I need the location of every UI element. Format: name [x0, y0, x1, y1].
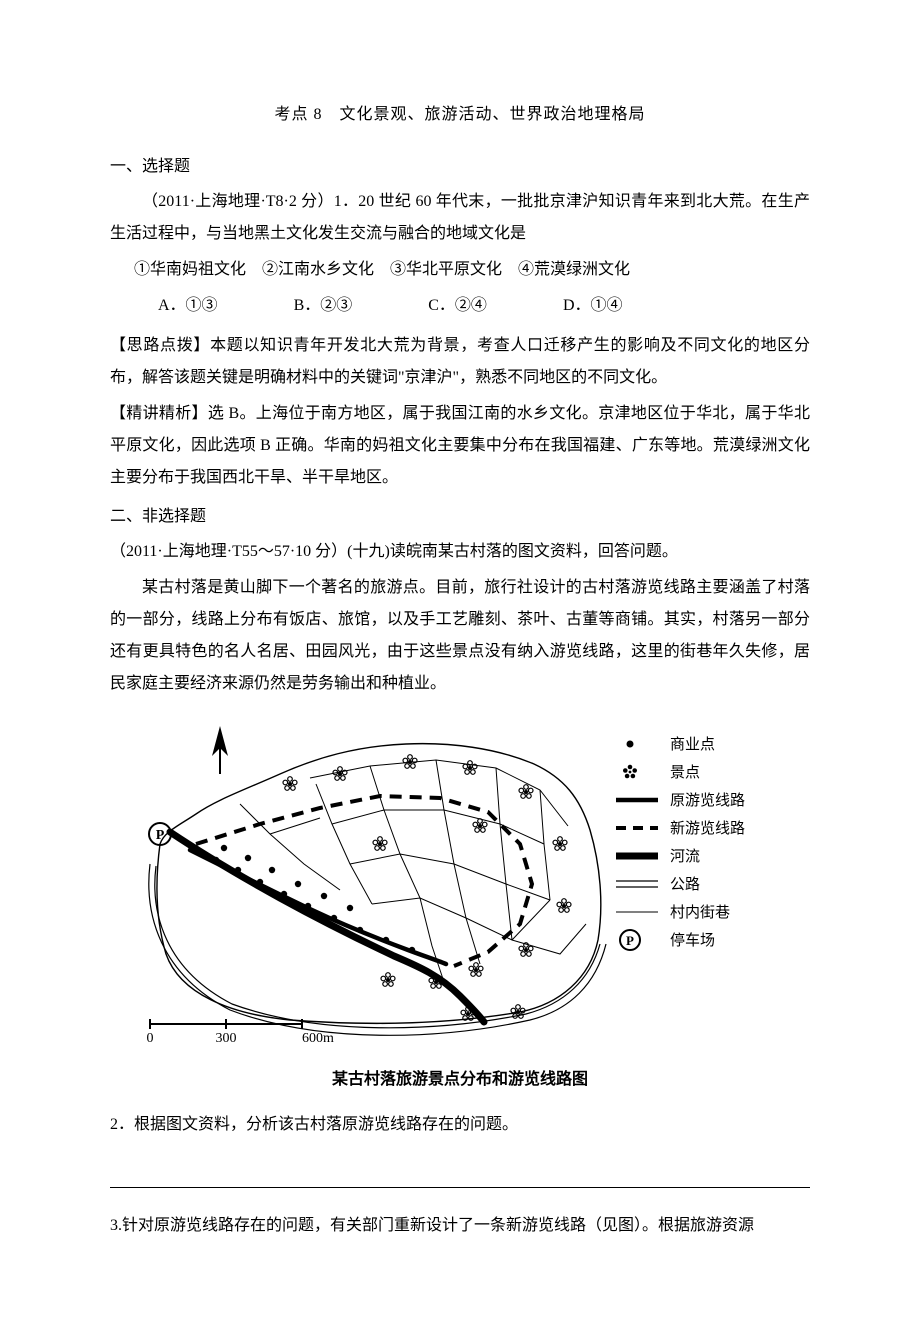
svg-text:P: P: [626, 933, 634, 948]
figure-container: P 0 300 600m 商业点: [110, 714, 810, 1089]
q1-intro: （2011·上海地理·T8·2 分）1．20 世纪 60 年代末，一批批京津沪知…: [110, 186, 810, 250]
section-1-heading: 一、选择题: [110, 152, 810, 176]
answer-blank-line: [110, 1159, 810, 1188]
option-c: C．②④: [404, 290, 487, 322]
q3-text: 3.针对原游览线路存在的问题，有关部门重新设计了一条新游览线路（见图）。根据旅游…: [110, 1210, 810, 1242]
q-source: （2011·上海地理·T55～57·10 分）(十九)读皖南某古村落的图文资料，…: [110, 536, 810, 568]
commercial-points: [213, 845, 415, 953]
analysis-label: 【精讲精析】: [110, 405, 208, 422]
analysis-paragraph: 【精讲精析】选 B。上海位于南方地区，属于我国江南的水乡文化。京津地区位于华北，…: [110, 398, 810, 494]
option-a: A．①③: [134, 290, 218, 322]
svg-text:村内街巷: 村内街巷: [670, 904, 730, 921]
village-map-svg: P 0 300 600m 商业点: [120, 714, 760, 1044]
q2-text: 2．根据图文资料，分析该古村落原游览线路存在的问题。: [110, 1109, 810, 1141]
option-d: D．①④: [539, 290, 623, 322]
village-boundary: [157, 744, 601, 1024]
scale-600: 600m: [302, 1031, 334, 1044]
svg-text:P: P: [156, 828, 165, 843]
figure-caption: 某古村落旅游景点分布和游览线路图: [110, 1065, 810, 1089]
svg-text:公路: 公路: [670, 876, 700, 893]
scenic-spots: [283, 755, 571, 1021]
hint-label: 【思路点拨】: [110, 337, 210, 354]
svg-text:景点: 景点: [670, 764, 700, 781]
hint-text: 本题以知识青年开发北大荒为背景，考查人口迁移产生的影响及不同文化的地区分布，解答…: [110, 337, 810, 386]
svg-text:停车场: 停车场: [670, 932, 715, 949]
context-paragraph: 某古村落是黄山脚下一个著名的旅游点。目前，旅行社设计的古村落游览线路主要涵盖了村…: [110, 572, 810, 700]
analysis-text: 选 B。上海位于南方地区，属于我国江南的水乡文化。京津地区位于华北，属于华北平原…: [110, 405, 810, 486]
scale-0: 0: [147, 1031, 154, 1044]
svg-text:新游览线路: 新游览线路: [670, 820, 745, 837]
svg-text:商业点: 商业点: [670, 736, 715, 753]
option-b: B．②③: [270, 290, 353, 322]
q1-options: A．①③ B．②③ C．②④ D．①④: [110, 290, 810, 322]
svg-text:河流: 河流: [670, 848, 700, 865]
q1-choices: ①华南妈祖文化 ②江南水乡文化 ③华北平原文化 ④荒漠绿洲文化: [110, 254, 810, 286]
scale-300: 300: [216, 1031, 237, 1044]
svg-text:原游览线路: 原游览线路: [670, 792, 745, 809]
map-legend: 商业点 景点 原游览线路 新游览线路 河流 公路: [616, 736, 745, 950]
original-route: [190, 850, 446, 964]
section-2-heading: 二、非选择题: [110, 502, 810, 526]
page-title: 考点 8 文化景观、旅游活动、世界政治地理格局: [110, 100, 810, 124]
north-arrow-icon: [212, 726, 228, 774]
hint-paragraph: 【思路点拨】本题以知识青年开发北大荒为背景，考查人口迁移产生的影响及不同文化的地…: [110, 330, 810, 394]
